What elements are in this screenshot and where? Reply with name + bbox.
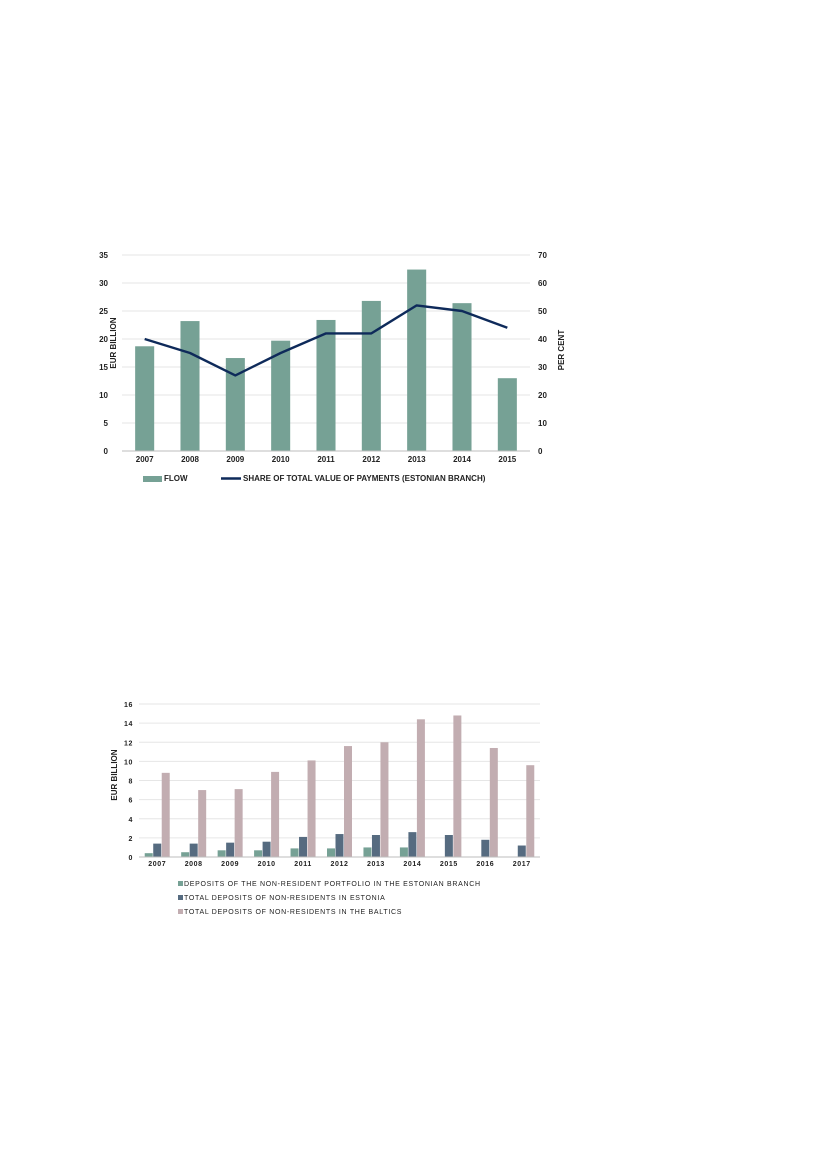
x-tick-label: 2009: [226, 455, 244, 464]
x-tick-label: 2012: [362, 455, 380, 464]
y2-tick-label: 10: [538, 419, 547, 428]
legend-label: SHARE OF TOTAL VALUE OF PAYMENTS (ESTONI…: [243, 474, 486, 483]
y-tick-label: 0: [129, 855, 134, 862]
bar: [271, 340, 291, 451]
bar: [361, 300, 381, 451]
bar: [399, 847, 408, 857]
bar: [489, 747, 498, 857]
x-tick-label: 2009: [221, 861, 239, 868]
bar: [307, 760, 316, 857]
y-tick-label: 30: [99, 279, 108, 288]
y-tick-label: 4: [129, 817, 134, 824]
x-tick-label: 2007: [136, 455, 154, 464]
legend-swatch: [178, 881, 183, 886]
bar: [453, 715, 462, 857]
bar: [344, 746, 352, 857]
bar: [452, 303, 472, 451]
bar: [363, 847, 372, 857]
x-tick-label: 2013: [408, 455, 426, 464]
y-tick-label: 14: [124, 721, 133, 728]
x-tick-label: 2012: [331, 861, 349, 868]
x-tick-label: 2014: [403, 861, 421, 868]
bar: [290, 848, 299, 857]
bar: [327, 848, 335, 857]
bar: [180, 321, 200, 451]
y2-tick-label: 60: [538, 279, 547, 288]
x-tick-label: 2014: [453, 455, 471, 464]
bar: [144, 853, 153, 857]
bar: [226, 842, 235, 857]
bar: [416, 719, 425, 857]
bar: [271, 771, 280, 857]
x-tick-label: 2015: [440, 861, 458, 868]
y2-tick-label: 20: [538, 391, 547, 400]
y2-axis-label: PER CENT: [557, 330, 566, 371]
bar: [380, 742, 389, 857]
y-tick-label: 35: [99, 251, 108, 260]
legend-label: TOTAL DEPOSITS OF NON-RESIDENTS IN THE B…: [184, 909, 402, 916]
legend-label: DEPOSITS OF THE NON-RESIDENT PORTFOLIO I…: [184, 881, 481, 888]
x-tick-label: 2011: [317, 455, 335, 464]
y-tick-label: 8: [129, 779, 134, 786]
y-tick-label: 25: [99, 307, 108, 316]
y2-tick-label: 40: [538, 335, 547, 344]
y-axis-label: EUR BILLION: [109, 317, 118, 368]
bar: [153, 843, 162, 857]
legend-label: TOTAL DEPOSITS OF NON-RESIDENTS IN ESTON…: [184, 895, 385, 902]
y-tick-label: 0: [104, 447, 109, 456]
x-tick-label: 2008: [185, 861, 203, 868]
flow-share-chart: 0 5 10 15 20 25 30 35 0 10 20 30 40 50 60 70 2007 2008 200…: [99, 251, 566, 483]
y-tick-label: 5: [104, 419, 109, 428]
legend-swatch-bar: [143, 476, 162, 482]
x-tick-label: 2013: [367, 861, 385, 868]
y-tick-label: 2: [129, 836, 134, 843]
x-tick-label: 2017: [513, 861, 531, 868]
bar: [262, 841, 271, 857]
y2-tick-label: 0: [538, 447, 543, 456]
legend-swatch: [178, 895, 183, 900]
bar: [444, 835, 453, 857]
x-tick-label: 2010: [258, 861, 276, 868]
bar: [407, 269, 427, 451]
bar: [198, 790, 207, 857]
y-tick-label: 20: [99, 335, 108, 344]
y2-tick-label: 30: [538, 363, 547, 372]
x-tick-label: 2016: [476, 861, 494, 868]
y-tick-label: 12: [124, 740, 133, 747]
y-tick-label: 6: [129, 798, 134, 805]
bar: [481, 839, 490, 857]
bar: [408, 832, 417, 857]
legend-swatch: [178, 909, 183, 914]
bar: [189, 843, 198, 857]
bar: [135, 346, 155, 451]
y-tick-label: 15: [99, 363, 108, 372]
line-series: [144, 304, 508, 377]
bar: [526, 765, 535, 857]
bar: [234, 789, 243, 857]
y-axis-label: EUR BILLION: [110, 749, 119, 800]
bar: [225, 358, 245, 451]
bar: [254, 850, 263, 857]
bar: [217, 850, 226, 857]
bar: [517, 845, 526, 857]
x-tick-label: 2008: [181, 455, 199, 464]
x-tick-label: 2007: [148, 861, 166, 868]
bar: [371, 835, 380, 857]
x-tick-label: 2011: [294, 861, 312, 868]
bar: [497, 378, 517, 451]
legend-label: FLOW: [164, 474, 188, 483]
y-tick-label: 10: [124, 759, 133, 766]
x-tick-label: 2015: [498, 455, 516, 464]
x-tick-label: 2010: [272, 455, 290, 464]
bar: [335, 834, 344, 857]
bar: [181, 852, 190, 857]
bar: [316, 319, 336, 451]
y-tick-label: 16: [124, 702, 133, 709]
y2-tick-label: 50: [538, 307, 547, 316]
y-tick-label: 10: [99, 391, 108, 400]
bar: [161, 772, 170, 857]
bar: [299, 836, 308, 857]
y2-tick-label: 70: [538, 251, 547, 260]
